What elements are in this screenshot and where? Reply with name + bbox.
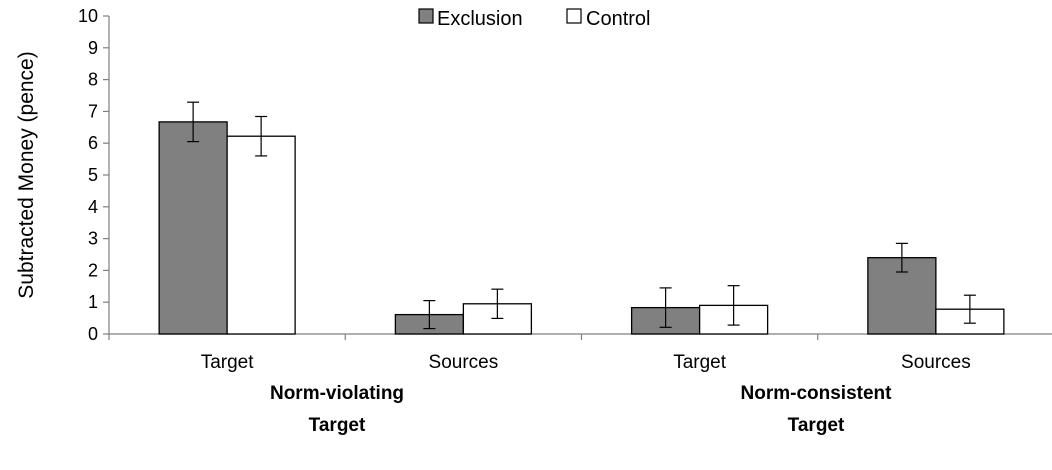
y-tick-label: 7 [88, 101, 98, 121]
y-tick-label: 5 [88, 165, 98, 185]
x-tick-label: Sources [901, 352, 971, 373]
y-tick-label: 1 [88, 292, 98, 312]
y-tick-label: 10 [78, 6, 98, 26]
x-tick-label: Target [673, 352, 727, 373]
group-label-norm-consistent-line1: Norm-consistent [741, 383, 893, 404]
group-label-norm-violating-line2: Target [309, 415, 366, 436]
x-tick-label: Sources [429, 352, 499, 373]
group-label-norm-violating-line1: Norm-violating [270, 383, 404, 404]
legend: Exclusion Control [418, 8, 650, 30]
legend-label-control: Control [586, 8, 650, 30]
y-tick-label: 4 [88, 197, 98, 217]
x-tick-label: Target [201, 352, 255, 373]
y-tick-label: 3 [88, 229, 98, 249]
legend-swatch-control [566, 8, 582, 24]
y-axis-label: Subtracted Money (pence) [15, 51, 38, 298]
y-tick-label: 9 [88, 38, 98, 58]
bars [158, 121, 1005, 335]
bar-exclusion [158, 121, 228, 335]
y-tick-label: 6 [88, 133, 98, 153]
legend-swatch-exclusion [418, 8, 434, 24]
y-tick-label: 8 [88, 70, 98, 90]
group-label-norm-consistent-line2: Target [788, 415, 845, 436]
legend-label-exclusion: Exclusion [437, 8, 523, 30]
y-tick-label: 2 [88, 260, 98, 280]
error-bars [187, 101, 976, 330]
bar-control [226, 135, 296, 335]
y-tick-label: 0 [88, 324, 98, 344]
